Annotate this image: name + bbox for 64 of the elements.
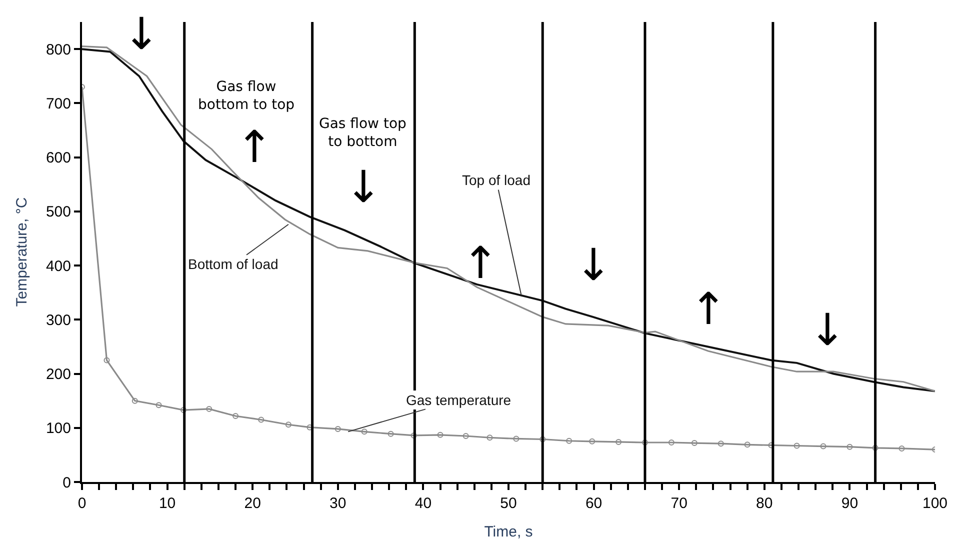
point: [410, 432, 417, 438]
point: [258, 416, 264, 423]
annotation: Gas flow bottom to top: [198, 79, 295, 114]
point: [872, 444, 878, 451]
y-tick-label: 300: [46, 312, 71, 329]
y-tick-label: 100: [46, 420, 71, 438]
point: [898, 445, 905, 452]
annotation: ↓: [809, 305, 846, 356]
x-tick-label: 50: [500, 495, 517, 512]
point: [668, 439, 674, 446]
x-tick-label: 20: [244, 495, 261, 512]
point: [513, 436, 520, 442]
y-tick-label: 0: [62, 474, 71, 492]
point: [285, 422, 292, 428]
point: [104, 357, 110, 364]
y-tick-label: 800: [46, 41, 71, 58]
x-tick-label: 70: [670, 495, 688, 512]
y-tick-label: 400: [46, 258, 71, 275]
point: [334, 426, 341, 432]
point: [180, 407, 187, 414]
point: [132, 398, 138, 404]
point: [718, 440, 724, 447]
annotation: Top of load: [462, 172, 530, 188]
point: [744, 442, 750, 448]
point: [361, 428, 368, 435]
x-tick-label: 90: [841, 495, 858, 512]
annotation: ↓: [575, 240, 612, 291]
point: [642, 439, 648, 446]
x-tick-label: 80: [756, 495, 773, 512]
point: [566, 438, 572, 444]
point: [437, 432, 444, 438]
point: [820, 443, 826, 450]
point: [794, 442, 800, 449]
annotation: ↑: [462, 238, 499, 289]
point: [388, 430, 394, 437]
x-tick-label: 30: [330, 495, 346, 512]
annotation: ↓: [345, 162, 382, 213]
annotation: ↑: [236, 122, 273, 173]
point: [156, 402, 162, 408]
point: [232, 412, 239, 419]
x-axis-title: Time, s: [484, 524, 533, 540]
point: [846, 444, 853, 450]
x-tick-label: 100: [922, 495, 948, 512]
y-tick-label: 200: [46, 366, 71, 384]
point: [616, 438, 622, 445]
point: [462, 433, 469, 439]
y-tick-label: 600: [46, 150, 71, 167]
y-axis-title: Temperature, °C: [14, 197, 31, 307]
point: [206, 406, 212, 412]
x-tick-label: 0: [78, 495, 86, 512]
annotation: Gas temperature: [406, 392, 512, 408]
x-tick-label: 10: [158, 495, 176, 512]
annotation: ↑: [690, 284, 727, 335]
point: [691, 440, 698, 446]
y-tick-label: 700: [46, 95, 71, 112]
annotation: Gas flow top to bottom: [319, 116, 407, 150]
y-tick-label: 500: [46, 204, 71, 221]
point: [486, 434, 493, 441]
x-tick-label: 60: [585, 495, 602, 512]
point: [589, 438, 596, 444]
annotation: ↓: [123, 9, 160, 60]
annotation: Bottom of load: [188, 256, 278, 272]
point: [540, 436, 546, 442]
x-tick-label: 40: [414, 495, 432, 512]
